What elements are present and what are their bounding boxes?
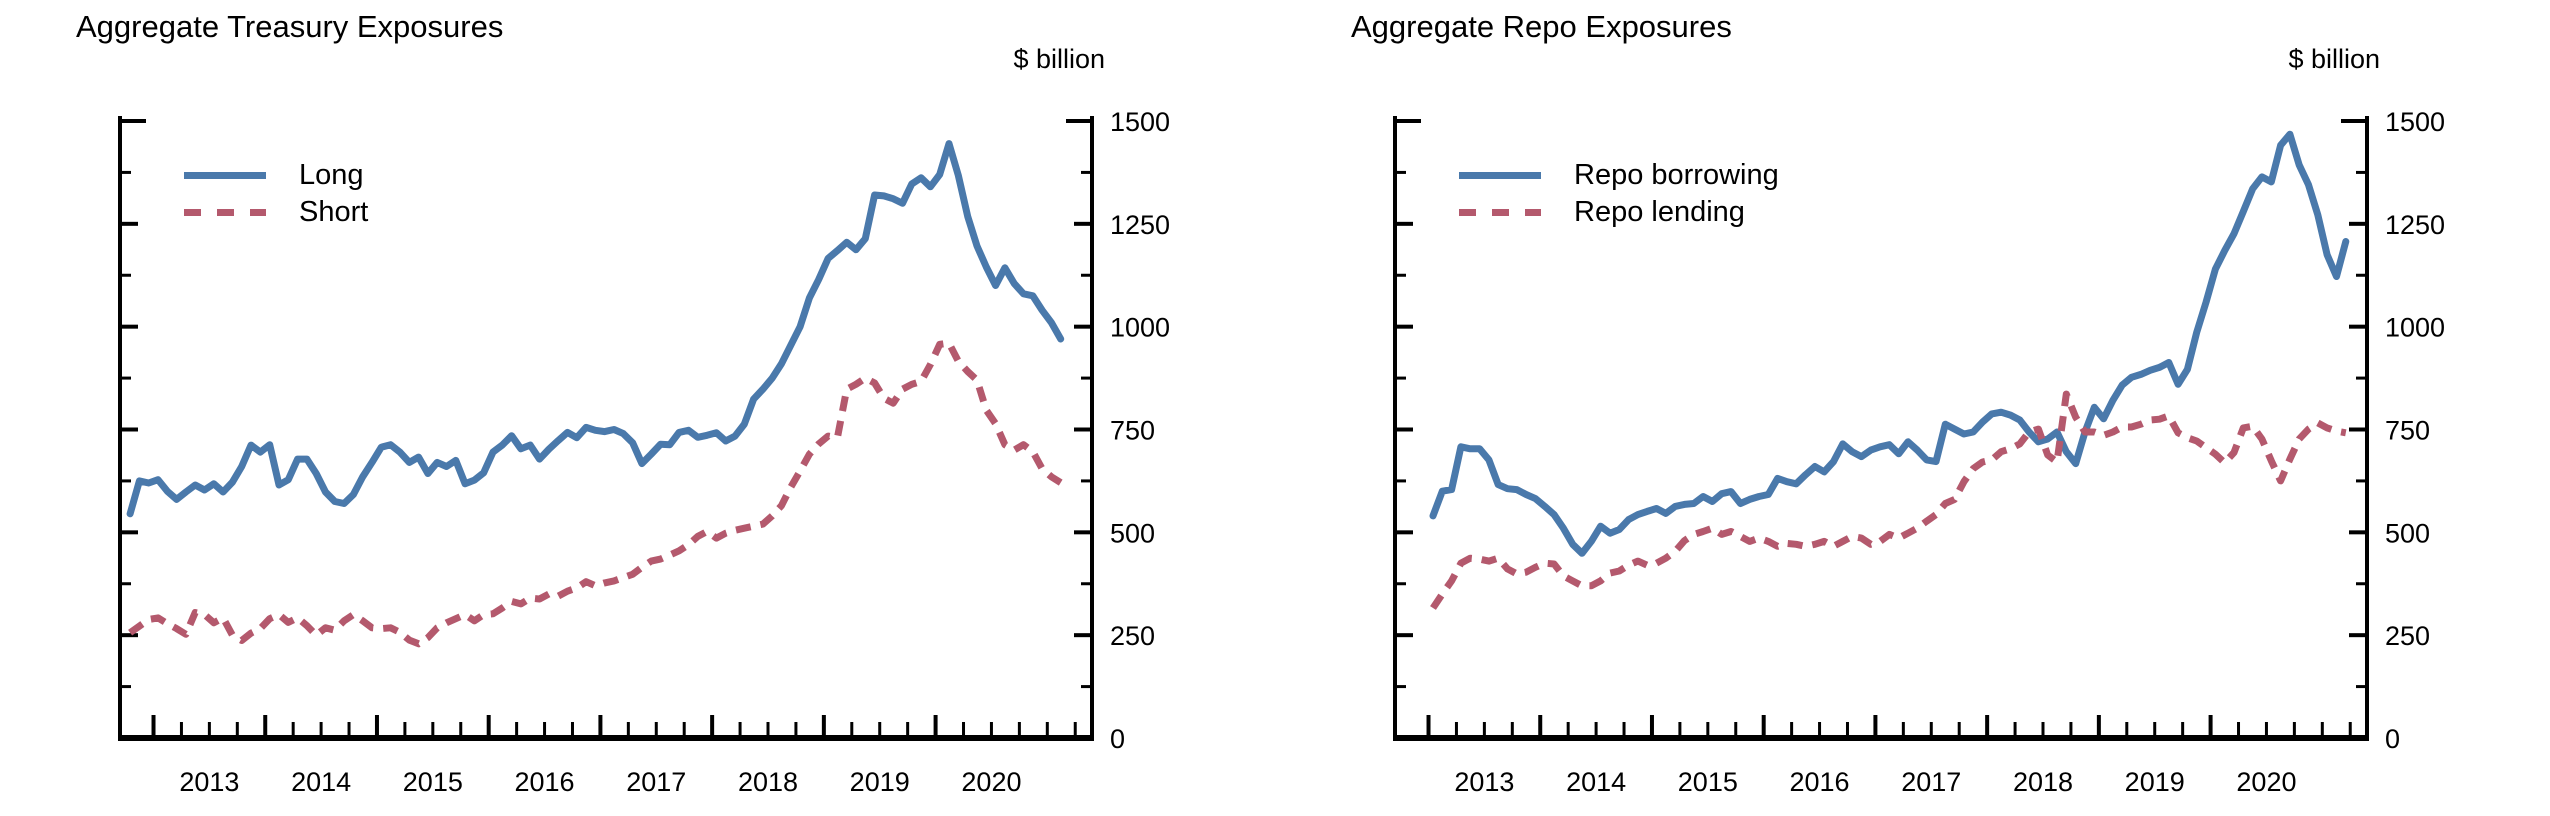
svg-text:2017: 2017 (626, 767, 686, 797)
legend-line-sample-repo-borrowing (1459, 172, 1541, 179)
legend-treasury: Long Short (184, 157, 368, 231)
svg-text:2019: 2019 (850, 767, 910, 797)
svg-text:250: 250 (2385, 621, 2430, 651)
chart-panel-repo-exposures: Aggregate Repo Exposures $ billion Repo … (1275, 0, 2550, 816)
svg-text:2014: 2014 (1566, 767, 1626, 797)
svg-text:1500: 1500 (1110, 107, 1170, 137)
legend-label-repo-borrowing: Repo borrowing (1574, 159, 1779, 191)
legend-repo: Repo borrowing Repo lending (1459, 157, 1779, 231)
svg-text:750: 750 (2385, 416, 2430, 446)
plot-area-treasury: 0 250 500 750 1000 1250 1500 2013 2014 2015 2016 20… (118, 107, 1170, 797)
svg-text:2013: 2013 (179, 767, 239, 797)
svg-text:0: 0 (2385, 724, 2400, 754)
legend-line-sample-long (184, 172, 266, 179)
svg-text:250: 250 (1110, 621, 1155, 651)
svg-text:2017: 2017 (1901, 767, 1961, 797)
svg-text:500: 500 (2385, 518, 2430, 548)
legend-item-repo-borrowing: Repo borrowing (1459, 157, 1779, 194)
legend-item-short: Short (184, 194, 368, 231)
legend-label-short: Short (299, 196, 369, 228)
svg-text:1250: 1250 (1110, 210, 1170, 240)
svg-text:2014: 2014 (291, 767, 351, 797)
svg-text:2016: 2016 (515, 767, 575, 797)
legend-item-repo-lending: Repo lending (1459, 194, 1779, 231)
svg-text:2018: 2018 (2013, 767, 2073, 797)
chart-panel-treasury-exposures: Aggregate Treasury Exposures $ billion L… (76, 9, 1170, 798)
svg-text:1000: 1000 (1110, 313, 1170, 343)
svg-text:2020: 2020 (2236, 767, 2296, 797)
legend-line-sample-repo-lending (1459, 209, 1541, 216)
svg-text:1000: 1000 (2385, 313, 2445, 343)
svg-text:500: 500 (1110, 518, 1155, 548)
svg-text:2016: 2016 (1790, 767, 1850, 797)
legend-label-long: Long (299, 159, 364, 191)
y-axis-unit-label: $ billion (1013, 44, 1105, 74)
legend-label-repo-lending: Repo lending (1574, 196, 1745, 228)
legend-line-sample-short (184, 209, 266, 216)
svg-text:2019: 2019 (2125, 767, 2185, 797)
chart-title-repo: Aggregate Repo Exposures (1351, 9, 1732, 44)
svg-text:2015: 2015 (1678, 767, 1738, 797)
svg-text:2020: 2020 (961, 767, 1021, 797)
svg-text:750: 750 (1110, 416, 1155, 446)
svg-text:2015: 2015 (403, 767, 463, 797)
plot-area-repo: 0 250 500 750 1000 1250 1500 2013 2014 2015 2016 20… (1393, 107, 2445, 797)
chart-title-treasury: Aggregate Treasury Exposures (76, 9, 504, 44)
svg-text:0: 0 (1110, 724, 1125, 754)
svg-text:2013: 2013 (1454, 767, 1514, 797)
legend-item-long: Long (184, 157, 368, 194)
y-axis-unit-label: $ billion (2288, 44, 2380, 74)
svg-text:1500: 1500 (2385, 107, 2445, 137)
svg-text:1250: 1250 (2385, 210, 2445, 240)
svg-text:2018: 2018 (738, 767, 798, 797)
